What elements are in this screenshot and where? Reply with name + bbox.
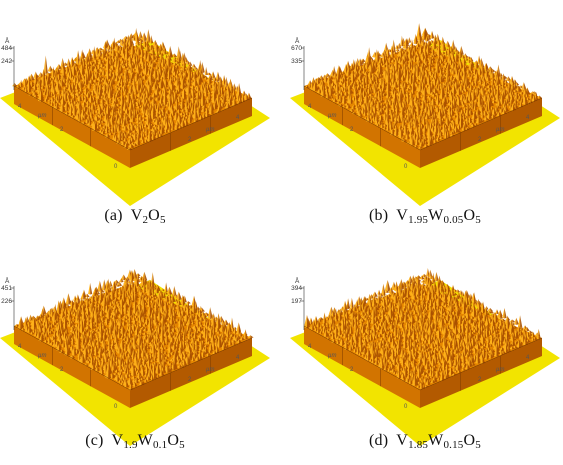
slab-front-right-wall	[420, 98, 542, 168]
formula-element: O	[463, 432, 476, 449]
z-unit-label: Å	[5, 36, 10, 45]
surface-roughness	[12, 28, 252, 151]
formula-element: O	[463, 207, 476, 224]
z-tick-label: 335	[291, 58, 302, 65]
lateral-tick-label: 0	[114, 404, 118, 410]
caption-b: (b) V1.95W0.05O5	[290, 207, 560, 226]
lateral-tick-label: 4	[18, 344, 22, 350]
formula-subscript: 1.95	[408, 214, 429, 226]
caption-a: (a) V2O5	[0, 207, 270, 226]
lateral-tick-label: 4	[526, 115, 530, 121]
lateral-unit-label: µm	[206, 367, 214, 373]
afm-panel-b: Å 670 335 4 2 0 2 4 µm µm	[290, 0, 560, 215]
formula-subscript: 1.85	[408, 439, 429, 451]
formula-subscript: 1.9	[123, 439, 138, 451]
formula-subscript: 2	[142, 214, 149, 226]
lateral-tick-label: 4	[308, 344, 312, 350]
formula-element: O	[148, 207, 160, 224]
lateral-unit-label: µm	[328, 113, 336, 119]
z-unit-label: Å	[295, 276, 300, 285]
formula-element: W	[428, 207, 444, 224]
lateral-tick-label: 0	[404, 164, 408, 170]
lateral-unit-label: µm	[328, 353, 336, 359]
chemical-formula: V1.85W0.15O5	[396, 432, 481, 451]
z-tick-label: 197	[291, 298, 302, 305]
formula-element: W	[428, 432, 444, 449]
formula-element: V	[130, 207, 143, 224]
surface-roughness	[14, 268, 254, 391]
formula-element: W	[137, 432, 153, 449]
lateral-tick-label: 2	[350, 367, 354, 373]
afm-panel-d: Å 394 197 4 2 0 2 4 µm µm	[290, 240, 560, 455]
lateral-tick-label: 2	[188, 137, 192, 143]
formula-element: O	[167, 432, 180, 449]
formula-subscript: 5	[475, 214, 481, 226]
z-unit-label: Å	[5, 276, 10, 285]
lateral-tick-label: 2	[350, 127, 354, 133]
formula-element: V	[111, 432, 124, 449]
slab-front-right-wall	[420, 338, 542, 408]
slab-front-left-wall	[304, 326, 420, 408]
lateral-unit-label: µm	[38, 113, 46, 119]
surface-roughness	[303, 267, 541, 389]
formula-subscript: 0.15	[443, 439, 464, 451]
caption-d: (d) V1.85W0.15O5	[290, 432, 560, 451]
z-tick-label: 394	[291, 285, 302, 292]
formula-subscript: 5	[179, 439, 185, 451]
z-tick-label: 226	[1, 298, 12, 305]
lateral-tick-label: 4	[236, 355, 240, 361]
z-unit-label: Å	[295, 36, 300, 45]
z-tick-label: 670	[291, 45, 302, 52]
surface-roughness	[304, 23, 542, 149]
lateral-tick-label: 2	[60, 367, 64, 373]
z-tick-label: 242	[1, 58, 12, 65]
formula-subscript: 0.1	[152, 439, 168, 451]
chemical-formula: V2O5	[130, 207, 166, 226]
lateral-tick-label: 2	[478, 377, 482, 383]
formula-subscript: 5	[475, 439, 481, 451]
slab-front-left-wall	[14, 326, 130, 408]
z-tick-label: 484	[1, 45, 12, 52]
lateral-tick-label: 2	[478, 137, 482, 143]
lateral-tick-label: 2	[188, 377, 192, 383]
lateral-tick-label: 4	[236, 115, 240, 121]
panel-label: (a)	[104, 207, 123, 224]
lateral-unit-label: µm	[38, 353, 46, 359]
lateral-tick-label: 2	[60, 127, 64, 133]
formula-element: V	[396, 207, 409, 224]
formula-element: V	[396, 432, 409, 449]
lateral-tick-label: 4	[18, 104, 22, 110]
lateral-unit-label: µm	[496, 367, 504, 373]
chemical-formula: V1.95W0.05O5	[396, 207, 481, 226]
chemical-formula: V1.9W0.1O5	[111, 432, 185, 451]
lateral-tick-label: 4	[308, 104, 312, 110]
slab-front-right-wall	[130, 98, 252, 168]
formula-subscript: 0.05	[443, 214, 464, 226]
panel-label: (c)	[85, 432, 104, 449]
lateral-tick-label: 0	[114, 164, 118, 170]
afm-panel-a: Å 484 242 4 2 0 2 4 µm µm	[0, 0, 270, 215]
caption-c: (c) V1.9W0.1O5	[0, 432, 270, 451]
z-tick-label: 451	[1, 285, 12, 292]
panel-label: (b)	[369, 207, 389, 224]
lateral-tick-label: 4	[526, 355, 530, 361]
slab-front-left-wall	[14, 86, 130, 168]
lateral-tick-label: 0	[404, 404, 408, 410]
lateral-unit-label: µm	[206, 127, 214, 133]
panel-label: (d)	[369, 432, 389, 449]
formula-subscript: 5	[159, 214, 166, 226]
lateral-unit-label: µm	[496, 127, 504, 133]
afm-panel-c: Å 451 226 4 2 0 2 4 µm µm	[0, 240, 270, 455]
slab-front-right-wall	[130, 338, 252, 408]
slab-front-left-wall	[304, 86, 420, 168]
